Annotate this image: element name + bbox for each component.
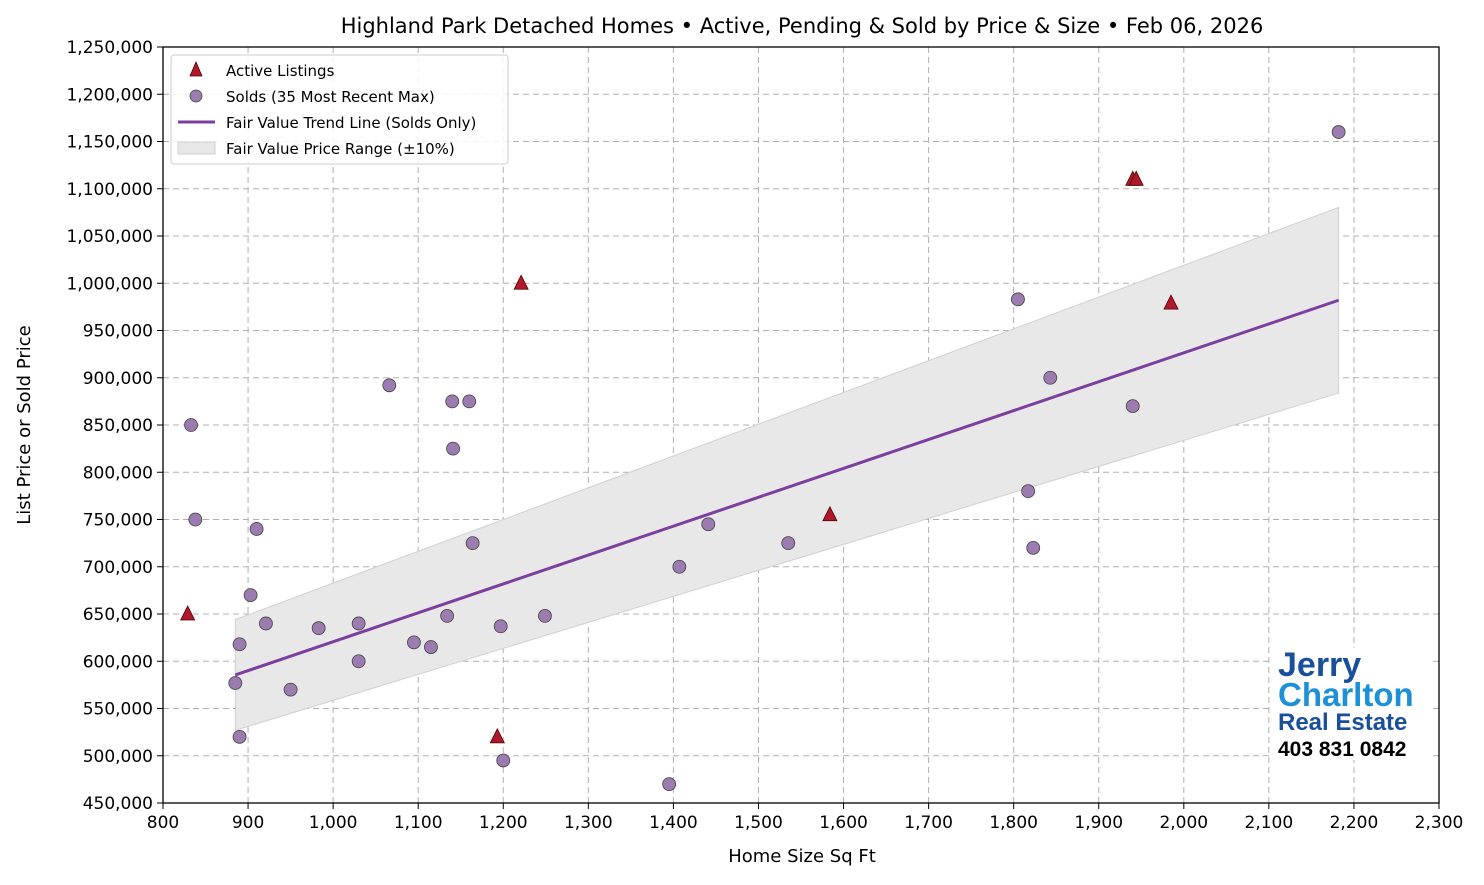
- sold-point: [445, 394, 460, 409]
- y-tick-label: 900,000: [83, 369, 153, 389]
- sold-point: [1011, 292, 1025, 307]
- sold-point: [259, 616, 273, 631]
- active-listing-point: [489, 727, 505, 744]
- sold-point: [243, 588, 258, 602]
- x-tick-label: 2,300: [1415, 813, 1464, 833]
- y-tick-label: 500,000: [83, 747, 153, 767]
- y-tick-label: 600,000: [83, 652, 153, 672]
- sold-point: [382, 378, 397, 393]
- sold-point: [407, 635, 421, 650]
- fair-value-band: [234, 206, 1340, 731]
- sold-point: [462, 394, 477, 409]
- legend-label-band: Fair Value Price Range (±10%): [226, 140, 455, 158]
- sold-point: [1125, 399, 1140, 414]
- sold-point: [1331, 125, 1346, 139]
- sold-point: [701, 517, 716, 532]
- sold-point: [781, 536, 796, 551]
- y-tick-label: 1,200,000: [66, 85, 153, 105]
- x-tick-label: 1,100: [394, 813, 443, 833]
- y-tick-label: 950,000: [83, 322, 153, 342]
- y-tick-label: 450,000: [83, 794, 153, 814]
- sold-point: [228, 676, 243, 690]
- x-axis-label: Home Size Sq Ft: [728, 846, 876, 867]
- logo-line3: Real Estate: [1278, 709, 1408, 736]
- x-tick-label: 1,200: [479, 813, 528, 833]
- sold-point: [424, 640, 438, 654]
- x-tick-label: 800: [147, 813, 179, 833]
- sold-point: [249, 522, 264, 536]
- active-listing-point: [180, 605, 196, 621]
- logo-phone: 403 831 0842: [1278, 738, 1407, 761]
- active-listing-point: [1163, 294, 1179, 310]
- x-tick-label: 1,600: [819, 813, 868, 833]
- sold-point: [465, 536, 480, 551]
- sold-point: [311, 621, 326, 636]
- sold-point: [496, 753, 511, 768]
- chart-title: Highland Park Detached Homes • Active, P…: [341, 14, 1264, 38]
- sold-point: [446, 441, 460, 456]
- legend: Active Listings Solds (35 Most Recent Ma…: [170, 54, 509, 165]
- sold-point: [283, 682, 298, 697]
- brand-logo: Jerry Charlton Real Estate 403 831 0842: [1270, 648, 1430, 760]
- y-tick-label: 750,000: [83, 511, 153, 531]
- sold-point: [1026, 540, 1041, 555]
- legend-label-trend: Fair Value Trend Line (Solds Only): [226, 114, 476, 132]
- x-tick-label: 2,100: [1245, 813, 1294, 833]
- sold-point: [232, 637, 247, 652]
- sold-point: [232, 729, 247, 744]
- x-tick-label: 1,400: [649, 813, 698, 833]
- x-tick-label: 2,200: [1330, 813, 1379, 833]
- y-tick-label: 650,000: [83, 605, 153, 625]
- legend-circle-marker: [189, 89, 203, 103]
- logo-line2: Charlton: [1278, 676, 1414, 713]
- x-tick-label: 900: [232, 813, 264, 833]
- sold-point: [538, 608, 552, 623]
- y-tick-label: 1,250,000: [66, 38, 153, 58]
- x-tick-label: 1,800: [989, 813, 1038, 833]
- active-listing-point: [822, 505, 838, 522]
- x-tick-label: 1,300: [564, 813, 613, 833]
- y-tick-label: 1,100,000: [66, 180, 153, 200]
- sold-point: [351, 616, 366, 631]
- x-tick-label: 1,900: [1074, 813, 1123, 833]
- sold-point: [1043, 370, 1058, 385]
- trend-line: [234, 298, 1340, 677]
- sold-point: [662, 777, 677, 791]
- x-tick-label: 2,000: [1159, 813, 1208, 833]
- sold-point: [1021, 484, 1036, 499]
- y-axis-label: List Price or Sold Price: [14, 325, 35, 524]
- x-tick-label: 1,000: [309, 813, 358, 833]
- y-tick-label: 800,000: [83, 463, 153, 483]
- sold-point: [440, 608, 455, 623]
- active-listing-point: [513, 274, 529, 290]
- x-tick-label: 1,500: [734, 813, 783, 833]
- y-tick-label: 1,050,000: [66, 227, 153, 247]
- y-tick-label: 1,000,000: [66, 274, 153, 294]
- logo-line1: Jerry: [1278, 646, 1362, 684]
- y-tick-label: 850,000: [83, 416, 153, 436]
- legend-label-active: Active Listings: [226, 62, 335, 80]
- y-tick-label: 550,000: [83, 700, 153, 720]
- sold-point: [184, 418, 198, 432]
- legend-triangle-marker: [189, 60, 203, 77]
- legend-label-solds: Solds (35 Most Recent Max): [226, 88, 435, 106]
- legend-band-marker: [177, 141, 216, 155]
- sold-point: [672, 559, 687, 574]
- sold-point: [351, 654, 366, 669]
- sold-point: [188, 512, 203, 527]
- sold-point: [493, 619, 508, 634]
- y-tick-label: 1,150,000: [66, 133, 153, 153]
- active-listing-point: [1128, 170, 1144, 186]
- x-tick-label: 1,700: [904, 813, 953, 833]
- y-tick-label: 700,000: [83, 558, 153, 578]
